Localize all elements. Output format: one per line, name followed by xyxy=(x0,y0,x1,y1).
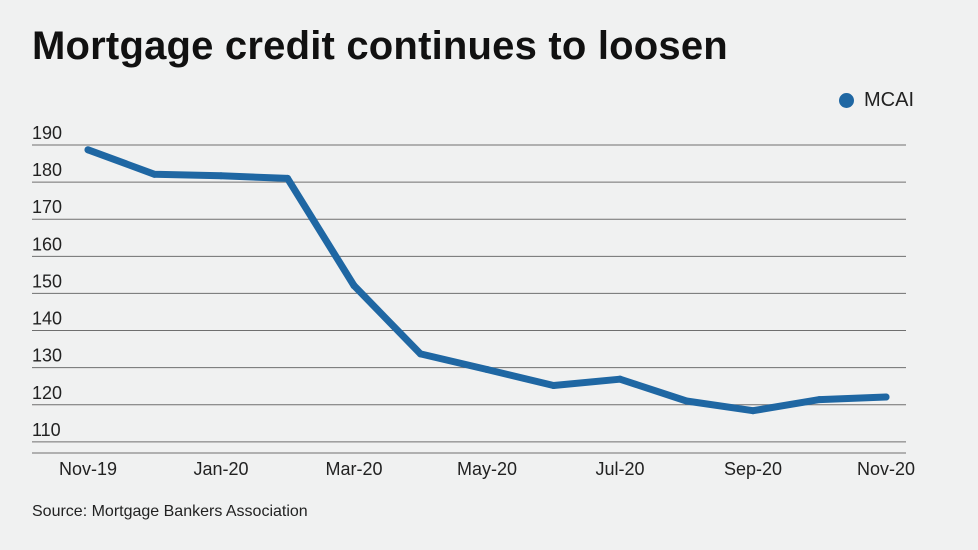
y-tick-label-160: 160 xyxy=(32,234,62,254)
data-point-May-20 xyxy=(483,366,491,374)
y-tick-label-150: 150 xyxy=(32,271,62,291)
data-point-Jul-20 xyxy=(616,375,624,383)
y-tick-label-140: 140 xyxy=(32,309,62,329)
y-tick-label-130: 130 xyxy=(32,346,62,366)
series-group xyxy=(84,146,890,415)
data-point-Feb-20 xyxy=(284,174,291,182)
x-tick-label-Mar-20: Mar-20 xyxy=(325,459,382,479)
legend-swatch-mcai xyxy=(839,93,854,108)
data-point-Aug-20 xyxy=(683,397,690,405)
data-point-Nov-19 xyxy=(84,146,92,154)
x-tick-label-Nov-20: Nov-20 xyxy=(857,459,915,479)
x-tick-label-Jul-20: Jul-20 xyxy=(595,459,644,479)
data-point-Dec-19 xyxy=(151,170,158,178)
y-tick-label-110: 110 xyxy=(32,420,61,440)
legend-label-mcai: MCAI xyxy=(864,89,914,111)
data-point-Jan-20 xyxy=(217,172,225,180)
data-point-Jun-20 xyxy=(550,381,557,389)
chart-title: Mortgage credit continues to loosen xyxy=(32,24,728,68)
x-tick-label-Nov-19: Nov-19 xyxy=(59,459,117,479)
source-note: Source: Mortgage Bankers Association xyxy=(32,503,308,520)
x-axis-ticks: Nov-19 Jan-20 Mar-20 May-20 Jul-20 Sep-20 Nov-… xyxy=(59,459,915,479)
y-tick-label-190: 190 xyxy=(32,123,62,143)
y-tick-label-180: 180 xyxy=(32,160,62,180)
y-tick-label-120: 120 xyxy=(32,383,62,403)
legend: MCAI xyxy=(839,89,914,112)
data-point-Mar-20 xyxy=(350,282,358,290)
data-point-Sep-20 xyxy=(749,407,757,415)
x-tick-label-Jan-20: Jan-20 xyxy=(193,459,248,479)
line-chart: 190 180 170 160 150 140 130 120 110 Nov-19 Jan-20… xyxy=(32,123,915,479)
data-point-Nov-20 xyxy=(882,393,890,401)
data-point-Oct-20 xyxy=(816,396,823,404)
y-tick-label-170: 170 xyxy=(32,197,62,217)
x-tick-label-May-20: May-20 xyxy=(457,459,517,479)
data-point-Apr-20 xyxy=(417,350,424,358)
x-tick-label-Sep-20: Sep-20 xyxy=(724,459,782,479)
y-axis-ticks: 190 180 170 160 150 140 130 120 110 xyxy=(32,123,62,440)
